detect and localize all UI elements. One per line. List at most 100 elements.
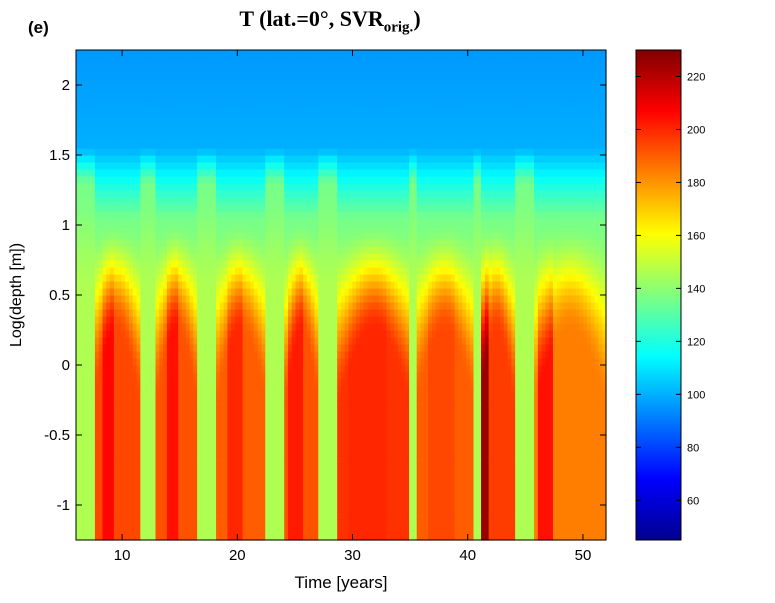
heatmap-cell bbox=[242, 113, 247, 121]
heatmap-cell bbox=[144, 330, 149, 338]
heatmap-cell bbox=[147, 344, 153, 352]
heatmap-cell bbox=[314, 442, 319, 450]
heatmap-cell bbox=[163, 421, 168, 429]
heatmap-cell bbox=[325, 204, 331, 212]
heatmap-cell bbox=[121, 323, 126, 331]
heatmap-cell bbox=[204, 169, 210, 177]
heatmap-cell bbox=[200, 225, 206, 233]
heatmap-cell bbox=[147, 232, 153, 240]
heatmap-cell bbox=[219, 239, 225, 247]
heatmap-cell bbox=[253, 393, 259, 401]
heatmap-cell bbox=[193, 302, 198, 310]
heatmap-cell bbox=[98, 316, 104, 324]
heatmap-cell bbox=[295, 302, 300, 310]
heatmap-cell bbox=[155, 218, 160, 226]
heatmap-cell bbox=[147, 57, 153, 65]
heatmap-cell bbox=[208, 393, 213, 401]
heatmap-cell bbox=[261, 428, 266, 436]
heatmap-cell bbox=[295, 330, 300, 338]
heatmap-cell bbox=[310, 442, 316, 450]
heatmap-cell bbox=[284, 120, 289, 128]
heatmap-cell bbox=[136, 358, 141, 366]
heatmap-cell bbox=[250, 526, 255, 534]
heatmap-cell bbox=[170, 386, 176, 394]
heatmap-cell bbox=[235, 344, 240, 352]
heatmap-cell bbox=[208, 386, 213, 394]
heatmap-cell bbox=[253, 85, 259, 93]
heatmap-cell bbox=[166, 225, 172, 233]
heatmap-cell bbox=[216, 176, 221, 184]
heatmap-cell bbox=[310, 92, 316, 100]
heatmap-cell bbox=[265, 120, 270, 128]
heatmap-cell bbox=[276, 491, 282, 499]
heatmap-cell bbox=[208, 435, 213, 443]
heatmap-cell bbox=[140, 120, 145, 128]
heatmap-cell bbox=[216, 330, 221, 338]
heatmap-cell bbox=[318, 253, 323, 261]
heatmap-cell bbox=[212, 176, 217, 184]
heatmap-cell bbox=[110, 491, 115, 499]
heatmap-cell bbox=[272, 330, 278, 338]
heatmap-cell bbox=[151, 106, 157, 114]
heatmap-cell bbox=[219, 204, 225, 212]
heatmap-cell bbox=[272, 288, 278, 296]
heatmap-cell bbox=[333, 57, 338, 65]
heatmap-cell bbox=[276, 57, 282, 65]
heatmap-cell bbox=[189, 197, 194, 205]
heatmap-cell bbox=[182, 260, 187, 268]
heatmap-cell bbox=[257, 113, 263, 121]
heatmap-cell bbox=[121, 64, 126, 72]
heatmap-cell bbox=[106, 281, 111, 289]
heatmap-cell bbox=[318, 470, 323, 478]
heatmap-cell bbox=[76, 50, 81, 58]
heatmap-cell bbox=[121, 232, 126, 240]
heatmap-cell bbox=[91, 232, 96, 240]
heatmap-cell bbox=[125, 155, 130, 163]
heatmap-cell bbox=[79, 351, 85, 359]
heatmap-cell bbox=[291, 267, 297, 275]
heatmap-cell bbox=[291, 148, 297, 156]
heatmap-cell bbox=[314, 358, 319, 366]
heatmap-cell bbox=[314, 519, 319, 527]
heatmap-cell bbox=[341, 225, 346, 233]
heatmap-cell bbox=[140, 456, 145, 464]
heatmap-cell bbox=[91, 92, 96, 100]
heatmap-cell bbox=[223, 372, 229, 380]
heatmap-cell bbox=[110, 92, 115, 100]
heatmap-cell bbox=[121, 428, 126, 436]
heatmap-cell bbox=[242, 519, 247, 527]
heatmap-cell bbox=[223, 50, 229, 58]
heatmap-cell bbox=[257, 78, 263, 86]
heatmap-cell bbox=[257, 148, 263, 156]
heatmap-cell bbox=[238, 456, 244, 464]
heatmap-cell bbox=[235, 288, 240, 296]
heatmap-cell bbox=[306, 309, 312, 317]
heatmap-cell bbox=[121, 316, 126, 324]
heatmap-cell bbox=[113, 442, 119, 450]
heatmap-cell bbox=[166, 162, 172, 170]
heatmap-cell bbox=[113, 323, 119, 331]
heatmap-cell bbox=[325, 302, 331, 310]
heatmap-cell bbox=[280, 78, 285, 86]
heatmap-cell bbox=[223, 330, 229, 338]
heatmap-cell bbox=[113, 260, 119, 268]
heatmap-cell bbox=[197, 99, 202, 107]
heatmap-cell bbox=[102, 78, 107, 86]
heatmap-cell bbox=[288, 337, 293, 345]
heatmap-cell bbox=[113, 505, 119, 513]
heatmap-cell bbox=[299, 274, 304, 282]
heatmap-cell bbox=[223, 78, 229, 86]
heatmap-cell bbox=[325, 211, 331, 219]
heatmap-cell bbox=[79, 309, 85, 317]
heatmap-cell bbox=[147, 407, 153, 415]
heatmap-cell bbox=[163, 491, 168, 499]
heatmap-cell bbox=[322, 281, 327, 289]
heatmap-cell bbox=[223, 71, 229, 79]
heatmap-cell bbox=[189, 463, 194, 471]
heatmap-cell bbox=[261, 183, 266, 191]
heatmap-cell bbox=[325, 239, 331, 247]
heatmap-cell bbox=[125, 351, 130, 359]
heatmap-cell bbox=[231, 344, 236, 352]
heatmap-cell bbox=[166, 484, 172, 492]
heatmap-cell bbox=[79, 99, 85, 107]
